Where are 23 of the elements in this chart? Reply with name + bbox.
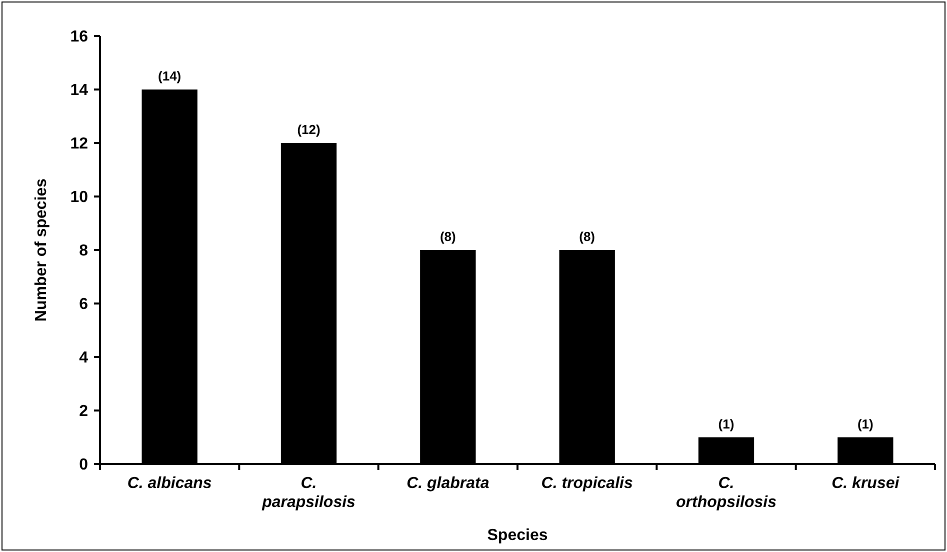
y-tick-label: 8 bbox=[79, 242, 88, 260]
data-label: (8) bbox=[440, 229, 456, 244]
x-tick-label: C. parapsilosis bbox=[261, 475, 356, 511]
x-axis-title: Species bbox=[487, 527, 548, 544]
x-tick-label: C. tropicalis bbox=[541, 475, 633, 492]
y-tick-label: 10 bbox=[70, 189, 88, 206]
y-tick-label: 6 bbox=[79, 296, 88, 314]
y-axis-title: Number of species bbox=[33, 178, 50, 322]
y-tick-label: 12 bbox=[70, 136, 88, 153]
x-tick-label: C. glabrata bbox=[406, 475, 490, 492]
x-tick-label: C. orthopsilosis bbox=[676, 475, 777, 511]
data-label: (8) bbox=[579, 229, 596, 244]
y-tick-label: 14 bbox=[70, 82, 88, 100]
data-label: (1) bbox=[857, 416, 874, 432]
y-tick-label: 2 bbox=[79, 403, 88, 420]
data-label: (1) bbox=[718, 416, 734, 432]
y-tick-label: 16 bbox=[70, 28, 88, 46]
data-label: (12) bbox=[297, 122, 320, 137]
y-tick-label: 4 bbox=[79, 350, 88, 367]
x-tick-label: C. albicans bbox=[127, 475, 212, 492]
x-tick-label: C. krusei bbox=[832, 475, 900, 492]
y-tick-label: 0 bbox=[79, 456, 88, 474]
data-label: (14) bbox=[158, 68, 182, 84]
